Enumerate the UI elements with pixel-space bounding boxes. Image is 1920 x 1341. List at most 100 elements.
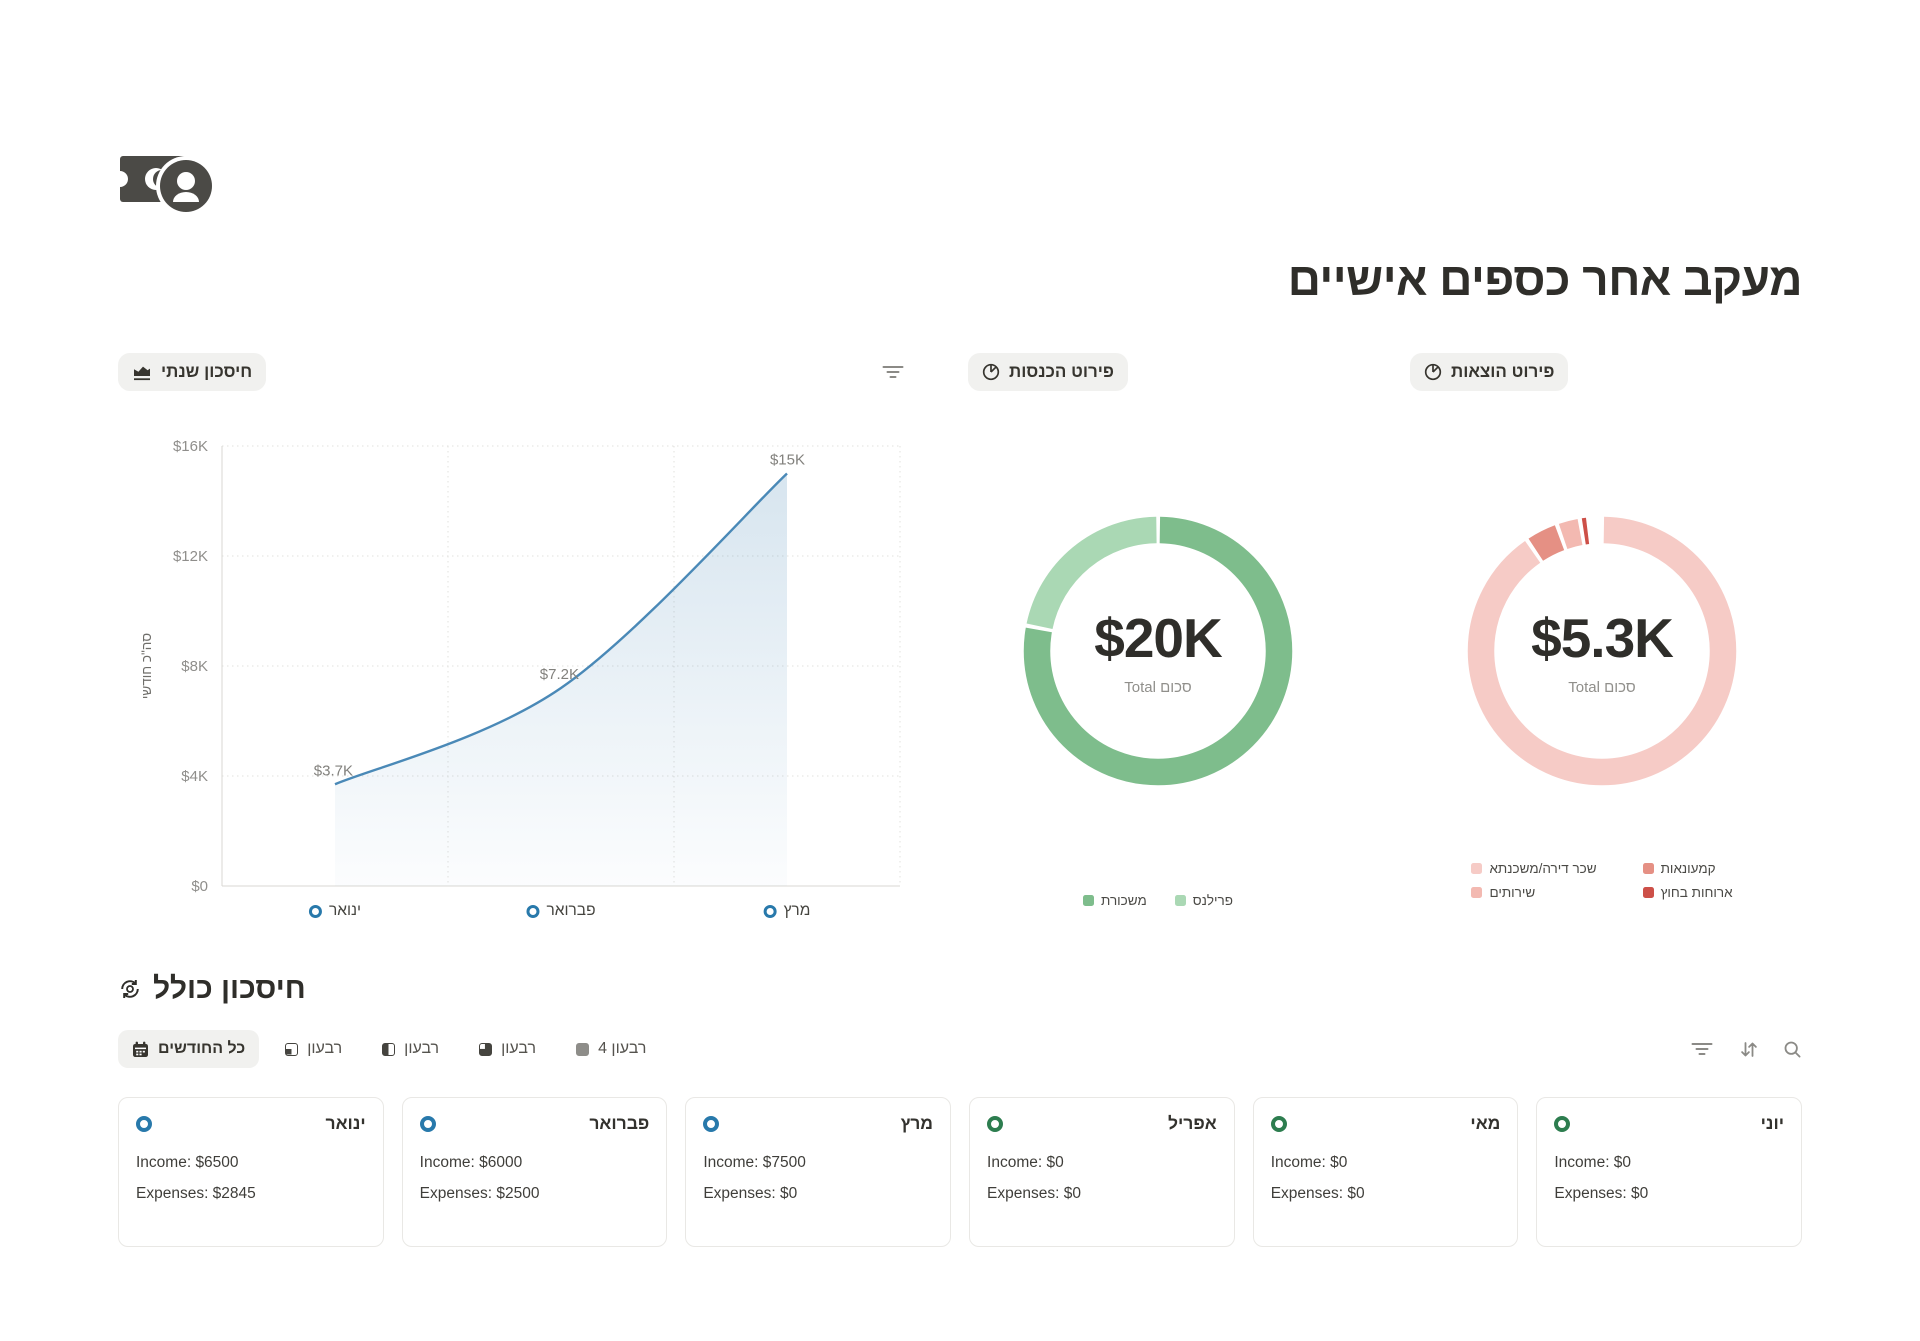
month-name: מרץ — [900, 1113, 934, 1133]
legend-item: משכורת — [1083, 893, 1147, 908]
svg-text:$0: $0 — [191, 878, 208, 895]
tab-quarter-1[interactable]: רבעון — [271, 1030, 356, 1068]
month-card[interactable]: מרץ Income: $7500 Expenses: $0 — [685, 1097, 952, 1247]
month-card[interactable]: ינואר Income: $6500 Expenses: $2845 — [118, 1097, 384, 1247]
expense-breakdown-chip[interactable]: פירוט הוצאות — [1410, 353, 1569, 391]
month-status-ring-icon — [136, 1115, 152, 1132]
expenses-line: Expenses: $2845 — [136, 1185, 256, 1202]
svg-text:$15K: $15K — [770, 452, 805, 469]
annual-savings-line-chart: $0 $4K $8K $12K $16K סה"כ חודשי $3.7K $7.2K $15K — [139, 438, 901, 895]
banknote-coin-icon[interactable] — [112, 142, 222, 216]
svg-text:$16K: $16K — [173, 438, 208, 455]
income-line: Income: $7500 — [703, 1154, 806, 1171]
tab-label: רבעון — [307, 1040, 343, 1057]
tab-label: רבעון 4 — [598, 1040, 647, 1057]
tab-quarter-2[interactable]: רבעון — [368, 1030, 453, 1068]
tab-quarter-4[interactable]: רבעון 4 — [562, 1030, 660, 1068]
svg-text:סה"כ חודשי: סה"כ חודשי — [139, 633, 154, 699]
legend-item: שכר דירה/משכנתא — [1471, 861, 1597, 876]
quarter-4-icon — [576, 1042, 590, 1056]
month-card-header: פברואר — [419, 1113, 650, 1134]
income-breakdown-chip[interactable]: פירוט הכנסות — [968, 353, 1128, 391]
expense-donut-graphic — [1467, 516, 1737, 786]
sort-icon[interactable] — [1739, 1040, 1759, 1059]
expenses-line: Expenses: $0 — [1270, 1185, 1365, 1202]
expenses-line: Expenses: $0 — [987, 1185, 1081, 1202]
legend-swatch-icon — [1083, 895, 1095, 906]
month-card[interactable]: פברואר Income: $6000 Expenses: $2500 — [401, 1097, 668, 1247]
search-icon[interactable] — [1783, 1040, 1802, 1059]
month-cards-row: ינואר Income: $6500 Expenses: $2845 פברואר I… — [118, 1097, 1803, 1247]
legend-item: קמעונאות — [1642, 861, 1733, 876]
svg-text:$8K: $8K — [181, 658, 208, 675]
line-chart-x-axis: ינואר פברואר מרץ — [118, 902, 906, 936]
x-axis-label: ינואר — [308, 902, 361, 920]
total-savings-section: חיסכון כולל כל החודשים רבעון רבעון רבעון רבע… — [118, 972, 1803, 1247]
currency-exchange-icon — [118, 978, 142, 1000]
tabs-row: כל החודשים רבעון רבעון רבעון רבעון 4 — [118, 1030, 1802, 1068]
area-chart-icon — [132, 364, 152, 381]
legend-swatch-icon — [1642, 887, 1654, 898]
page-title: מעקב אחר כספים אישיים — [1287, 253, 1803, 305]
filter-icon[interactable] — [1689, 1040, 1715, 1058]
quarter-1-icon — [285, 1042, 299, 1056]
income-chip-label: פירוט הכנסות — [1009, 362, 1114, 381]
legend-swatch-icon — [1642, 863, 1654, 874]
month-card-header: אפריל — [987, 1113, 1217, 1134]
legend-swatch-icon — [1471, 887, 1483, 898]
income-line: Income: $0 — [987, 1154, 1064, 1171]
tab-quarter-3[interactable]: רבעון — [465, 1030, 550, 1068]
expenses-line: Expenses: $0 — [703, 1185, 798, 1202]
month-card-header: ינואר — [136, 1113, 366, 1134]
calendar-icon — [132, 1041, 149, 1058]
month-status-ring-icon — [419, 1115, 436, 1132]
legend-label: משכורת — [1101, 893, 1147, 908]
income-line: Income: $0 — [1270, 1154, 1348, 1171]
total-savings-heading-row: חיסכון כולל — [118, 972, 1802, 1006]
legend-swatch-icon — [1471, 863, 1483, 874]
legend-swatch-icon — [1174, 895, 1186, 906]
legend-label: קמעונאות — [1660, 861, 1716, 876]
income-breakdown-section: פירוט הכנסות $20K סכום Total משכורת פרילנ… — [968, 353, 1348, 908]
expense-chip-label: פירוט הוצאות — [1451, 362, 1555, 381]
legend-item: פרילנס — [1174, 893, 1233, 908]
svg-text:$12K: $12K — [173, 548, 208, 565]
svg-text:$7.2K: $7.2K — [540, 666, 579, 683]
month-name: פברואר — [589, 1113, 650, 1133]
month-status-ring-icon — [1554, 1115, 1571, 1132]
month-card[interactable]: יוני Income: $0 Expenses: $0 — [1536, 1097, 1803, 1247]
annual-savings-section: חיסכון שנתי $0 $4K $8K $12K $16K סה"כ חודשי $3… — [118, 353, 906, 936]
pie-chart-icon — [982, 363, 1000, 381]
filter-icon[interactable] — [880, 363, 906, 381]
month-dot-icon — [763, 904, 777, 918]
pie-chart-icon — [1424, 363, 1442, 381]
expenses-line: Expenses: $0 — [1554, 1185, 1649, 1202]
quarter-2-icon — [382, 1042, 396, 1056]
income-line: Income: $6000 — [419, 1154, 523, 1171]
income-header: פירוט הכנסות — [968, 353, 1348, 391]
banknote-coin-graphic — [112, 156, 216, 216]
expenses-line: Expenses: $2500 — [419, 1185, 540, 1202]
charts-row: חיסכון שנתי $0 $4K $8K $12K $16K סה"כ חודשי $3… — [118, 353, 1802, 936]
month-card-header: יוני — [1554, 1113, 1784, 1134]
month-card-header: מרץ — [703, 1113, 933, 1134]
page: מעקב אחר כספים אישיים חיסכון שנתי $0 $4K $… — [0, 142, 1920, 1247]
tab-label: כל החודשים — [158, 1040, 246, 1057]
month-card[interactable]: אפריל Income: $0 Expenses: $0 — [969, 1097, 1235, 1247]
month-status-ring-icon — [1270, 1115, 1287, 1132]
legend-label: ארוחות בחוץ — [1660, 885, 1733, 900]
annual-savings-chip[interactable]: חיסכון שנתי — [118, 353, 267, 391]
annual-savings-chip-label: חיסכון שנתי — [161, 362, 253, 381]
income-line: Income: $0 — [1554, 1154, 1632, 1171]
quarter-3-icon — [479, 1042, 493, 1056]
income-legend: משכורת פרילנס — [968, 893, 1348, 908]
income-line: Income: $6500 — [136, 1154, 239, 1171]
month-status-ring-icon — [703, 1115, 720, 1132]
table-toolbar — [1689, 1040, 1802, 1059]
tab-label: רבעון — [501, 1040, 537, 1057]
month-dot-icon — [308, 904, 322, 918]
expense-donut-chart: $5.3K סכום Total — [1452, 501, 1752, 801]
month-name: ינואר — [325, 1113, 366, 1133]
month-card[interactable]: מאי Income: $0 Expenses: $0 — [1252, 1097, 1519, 1247]
tab-calendar[interactable]: כל החודשים — [118, 1030, 260, 1068]
